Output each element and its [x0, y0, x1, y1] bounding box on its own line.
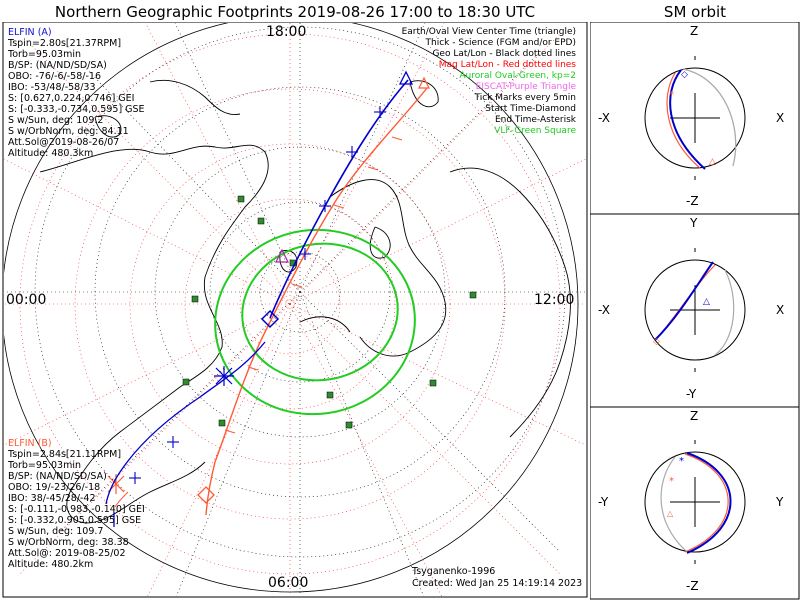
sm-panel-yz: * * △ [644, 440, 746, 564]
elfin-a-line: IBO: -53/48/-58/33 [8, 82, 96, 93]
sm2-top-label: Y [690, 216, 698, 230]
elfin-b-line: Att.Sol@: 2019-08-25/02 [8, 548, 126, 559]
sm1-right-label: X [776, 111, 785, 125]
svg-text:△: △ [667, 509, 674, 518]
created-text: Created: Wed Jan 25 14:19:14 2023 [412, 578, 583, 589]
elfin-b-line: Torb=95.03min [8, 460, 82, 471]
svg-text:*: * [669, 90, 674, 101]
elfin-a-start-diamond [260, 309, 280, 329]
sm2-left-label: -X [598, 303, 610, 317]
legend-item: Start Time-Diamond [485, 104, 576, 114]
sm1-top-label: Z [690, 24, 699, 38]
footprint-map [2, 22, 588, 598]
elfin-a-line: S: [-0.333,-0.734,0.595] GSE [8, 104, 145, 115]
elfin-a-info: ELFIN (A) Tspin=2.80s[21.37RPM] Torb=95.… [8, 27, 145, 159]
elfin-b-info: ELFIN (B) Tspin=2.84s[21.11RPM] Torb=95.… [8, 438, 145, 570]
elfin-b-line: IBO: 38/-45/28/-42 [8, 493, 96, 504]
legend-item: EISCAT-Purple Triangle [475, 82, 576, 92]
legend-item: Tick Marks every 5min [474, 93, 576, 103]
sm-panel-xz: ◇ * △ [644, 56, 746, 180]
sm-orbit-title: SM orbit [663, 3, 727, 21]
geo-graticule [4, 23, 586, 596]
elfin-b-line: S: [-0.111,-0.983,-0.140] GEI [8, 504, 145, 515]
mlt-label-top: 18:00 [266, 24, 307, 40]
elfin-a-line: Att.Sol@2019-08-26/07 [8, 137, 120, 148]
elfin-a-line: B/SP: (NA/ND/SD/SA) [8, 60, 107, 71]
elfin-b-view-triangle [418, 76, 430, 89]
svg-text:*: * [669, 476, 674, 487]
elfin-a-line: S: [0.627,0.224,0.746] GEI [8, 93, 135, 104]
elfin-a-end-asterisk [214, 366, 234, 386]
elfin-a-line: S w/Sun, deg: 109.2 [8, 115, 104, 126]
elfin-b-line: B/SP: (NA/ND/SD/SA) [8, 471, 107, 482]
elfin-b-line: S w/OrbNorm, deg: 38.38 [8, 537, 129, 548]
sm3-bottom-label: -Z [686, 579, 699, 593]
legend-item: VLF-Green Square [494, 126, 576, 136]
sm3-left-label: -Y [598, 495, 609, 509]
sm2-bottom-label: -Y [686, 387, 697, 401]
elfin-a-ticks [129, 106, 386, 484]
vlf-stations [182, 195, 477, 429]
elfin-b-line: S w/Sun, deg: 109.7 [8, 526, 104, 537]
elfin-b-ticks [224, 136, 403, 434]
elfin-b-line: S: [-0.332,0.905,0.595] GSE [8, 515, 142, 526]
legend-item: Mag Lat/Lon - Red dotted lines [438, 60, 576, 70]
svg-text:◇: ◇ [653, 337, 660, 347]
sm-panel-xy: ◇ △ [644, 248, 746, 372]
legend-item: End Time-Asterisk [494, 115, 576, 125]
elfin-a-line: Tspin=2.80s[21.37RPM] [8, 38, 122, 49]
legend: Earth/Oval View Center Time (triangle) T… [330, 27, 576, 142]
legend-item: Thick - Science (FGM and/or EPD) [425, 38, 576, 48]
elfin-b-line: Tspin=2.84s[21.11RPM] [8, 449, 122, 460]
sm3-top-label: Z [690, 409, 699, 423]
mag-graticule [4, 23, 586, 596]
elfin-a-line: S w/OrbNorm, deg: 84.11 [8, 126, 129, 137]
sm1-left-label: -X [598, 111, 610, 125]
svg-text:△: △ [709, 157, 716, 167]
credit-text: Tsyganenko-1996 [412, 566, 496, 577]
elfin-b-line: Altitude: 480.2km [8, 559, 94, 570]
sm2-right-label: X [776, 303, 785, 317]
sm1-bottom-label: -Z [686, 194, 699, 208]
eiscat-triangle [275, 248, 289, 263]
mlt-label-left: 00:00 [6, 292, 47, 308]
legend-item: Earth/Oval View Center Time (triangle) [401, 27, 576, 37]
elfin-b-line: OBO: 19/-23/26/-18 [8, 482, 101, 493]
auroral-oval [214, 228, 416, 416]
elfin-b-track [114, 87, 428, 516]
sm3-right-label: Y [776, 495, 784, 509]
elfin-a-label: ELFIN (A) [8, 27, 52, 38]
svg-text:◇: ◇ [681, 70, 688, 80]
elfin-a-line: Altitude: 480.3km [8, 148, 94, 159]
elfin-a-line: Torb=95.03min [8, 49, 82, 60]
main-title: Northern Geographic Footprints 2019-08-2… [54, 3, 536, 21]
elfin-b-start-diamond [197, 486, 215, 504]
svg-text:△: △ [703, 297, 710, 307]
svg-text:*: * [679, 456, 684, 467]
legend-item: Geo Lat/Lon - Black dotted lines [432, 49, 576, 59]
mlt-label-right: 12:00 [534, 292, 575, 308]
elfin-a-view-triangle [398, 70, 414, 85]
sm-orbit-panels: ◇ * △ ◇ △ * * △ [590, 22, 800, 600]
mlt-label-bottom: 06:00 [268, 575, 309, 591]
elfin-a-line: OBO: -76/-6/-58/-16 [8, 71, 101, 82]
elfin-b-label: ELFIN (B) [8, 438, 52, 449]
legend-item: Auroral Oval-Green, kp=2 [459, 71, 576, 81]
